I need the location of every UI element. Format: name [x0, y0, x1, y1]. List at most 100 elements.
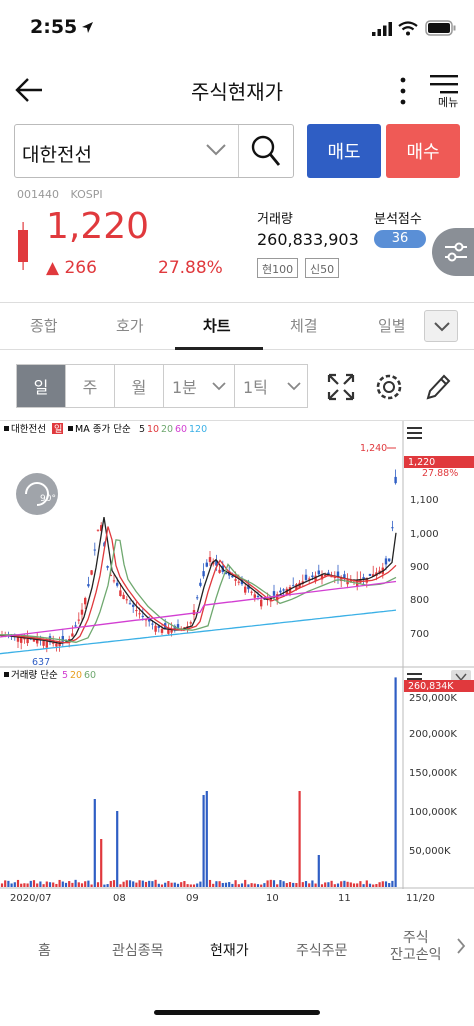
chevron-down-icon: [287, 382, 301, 391]
filter-button[interactable]: [432, 228, 474, 276]
volume-bar: [87, 880, 90, 887]
candle-body: [298, 582, 301, 588]
x-tick: 2020/07: [10, 893, 52, 904]
nav-watchlist[interactable]: 관심종목: [112, 943, 164, 959]
period-day[interactable]: 일: [16, 364, 66, 408]
volume-bar: [116, 811, 119, 887]
candle-body: [154, 625, 157, 632]
period-tick-select[interactable]: 1틱: [234, 364, 308, 408]
volume-bar: [32, 880, 36, 887]
menu-button[interactable]: 메뉴: [428, 74, 464, 110]
volume-bar: [311, 880, 314, 887]
expand-icon[interactable]: [326, 372, 356, 402]
search-icon[interactable]: [250, 134, 282, 168]
candle-body: [282, 589, 285, 591]
candle-body: [244, 586, 247, 593]
credit-tag-1: 현100: [257, 258, 299, 278]
candle-body: [112, 580, 116, 582]
candle-body: [285, 588, 288, 596]
price-volume-chart[interactable]: 대한전선 일 MA 종가 단순 5 10 20 60 120 90°: [0, 421, 474, 909]
candle-body: [170, 629, 173, 633]
volume-bar: [292, 882, 295, 887]
sell-button[interactable]: 매도: [307, 124, 381, 178]
nav-balance[interactable]: 주식 잔고손익: [390, 930, 442, 964]
candle-body: [394, 476, 397, 484]
analysis-score-badge[interactable]: 36: [374, 230, 426, 248]
volume-bar: [176, 883, 180, 887]
candle-body: [20, 637, 23, 643]
wifi-icon: [398, 21, 418, 36]
chart-area[interactable]: 대한전선 일 MA 종가 단순 5 10 20 60 120 90°: [0, 420, 474, 908]
candle-body: [260, 599, 263, 607]
volume-badge-label: 260,834K: [408, 681, 454, 692]
chevron-right-icon[interactable]: [456, 938, 466, 954]
more-icon[interactable]: [398, 76, 408, 106]
back-arrow-icon[interactable]: [14, 76, 44, 104]
candle-body: [36, 639, 39, 644]
nav-order[interactable]: 주식주문: [296, 943, 348, 959]
tab-summary[interactable]: 종합: [30, 317, 58, 335]
period-month[interactable]: 월: [114, 364, 164, 408]
volume-bar: [276, 884, 279, 887]
volume-bar: [215, 881, 218, 887]
candle-body: [103, 542, 106, 547]
volume-bar: [189, 884, 192, 887]
volume-bar: [52, 882, 55, 887]
volume-bar: [288, 882, 292, 887]
tab-orderbook[interactable]: 호가: [116, 317, 144, 335]
volume-bar: [269, 879, 272, 887]
volume-bar: [183, 881, 186, 887]
rotate-button[interactable]: 90°: [16, 473, 58, 515]
volume-bar: [240, 883, 244, 887]
tab-daily[interactable]: 일별: [378, 317, 406, 335]
chart-menu-icon[interactable]: [407, 427, 422, 439]
period-minute-select[interactable]: 1분: [163, 364, 235, 408]
volume-bar: [346, 881, 349, 887]
candle-body: [80, 609, 84, 615]
candle-body: [208, 557, 212, 562]
volume-bar: [84, 881, 87, 887]
tab-trades[interactable]: 체결: [290, 317, 318, 335]
ma-120-line: [0, 609, 397, 655]
x-tick: 11/20: [406, 893, 435, 904]
period-week[interactable]: 주: [65, 364, 115, 408]
nav-quote[interactable]: 현재가: [210, 943, 249, 959]
volume-bar: [173, 882, 176, 887]
candle-body: [160, 628, 164, 633]
volume-bar: [301, 882, 304, 887]
volume-bar: [218, 881, 221, 887]
stock-code: 001440: [17, 188, 59, 201]
tabs-expand-button[interactable]: [424, 310, 458, 342]
candle-body: [304, 574, 308, 580]
volume-bar: [77, 882, 80, 887]
active-tab-indicator: [175, 347, 263, 350]
stock-search-input[interactable]: [14, 124, 294, 178]
period-tick-label: 1틱: [243, 378, 268, 397]
volume-bar: [314, 883, 317, 887]
buy-button[interactable]: 매수: [386, 124, 460, 178]
candle-body: [128, 603, 132, 605]
candle-body: [256, 595, 260, 598]
pencil-icon[interactable]: [424, 372, 452, 402]
volume-bar: [298, 791, 301, 887]
volume-axis: 250,000K 200,000K 150,000K 100,000K 50,0…: [409, 693, 457, 857]
volume-bar: [196, 883, 199, 887]
ma-20-line: [0, 539, 397, 643]
volume-bar: [148, 880, 151, 887]
legend-ma-10: 10: [147, 424, 159, 435]
tab-chart[interactable]: 차트: [203, 317, 231, 335]
candle-icon: [18, 222, 28, 270]
volume-value: 260,833,903: [257, 230, 359, 249]
gear-icon[interactable]: [374, 372, 404, 402]
legend-stock-name: 대한전선: [11, 424, 46, 435]
current-price: 1,220: [46, 206, 150, 247]
home-indicator: [154, 1010, 320, 1015]
chevron-down-icon[interactable]: [205, 143, 227, 157]
volume-bar: [359, 881, 362, 887]
candle-body: [272, 591, 276, 596]
volume-bars: [0, 677, 397, 887]
volume-bar: [352, 883, 356, 887]
volume-bar: [356, 883, 359, 887]
volume-bar: [231, 883, 234, 887]
nav-home[interactable]: 홈: [38, 943, 51, 959]
